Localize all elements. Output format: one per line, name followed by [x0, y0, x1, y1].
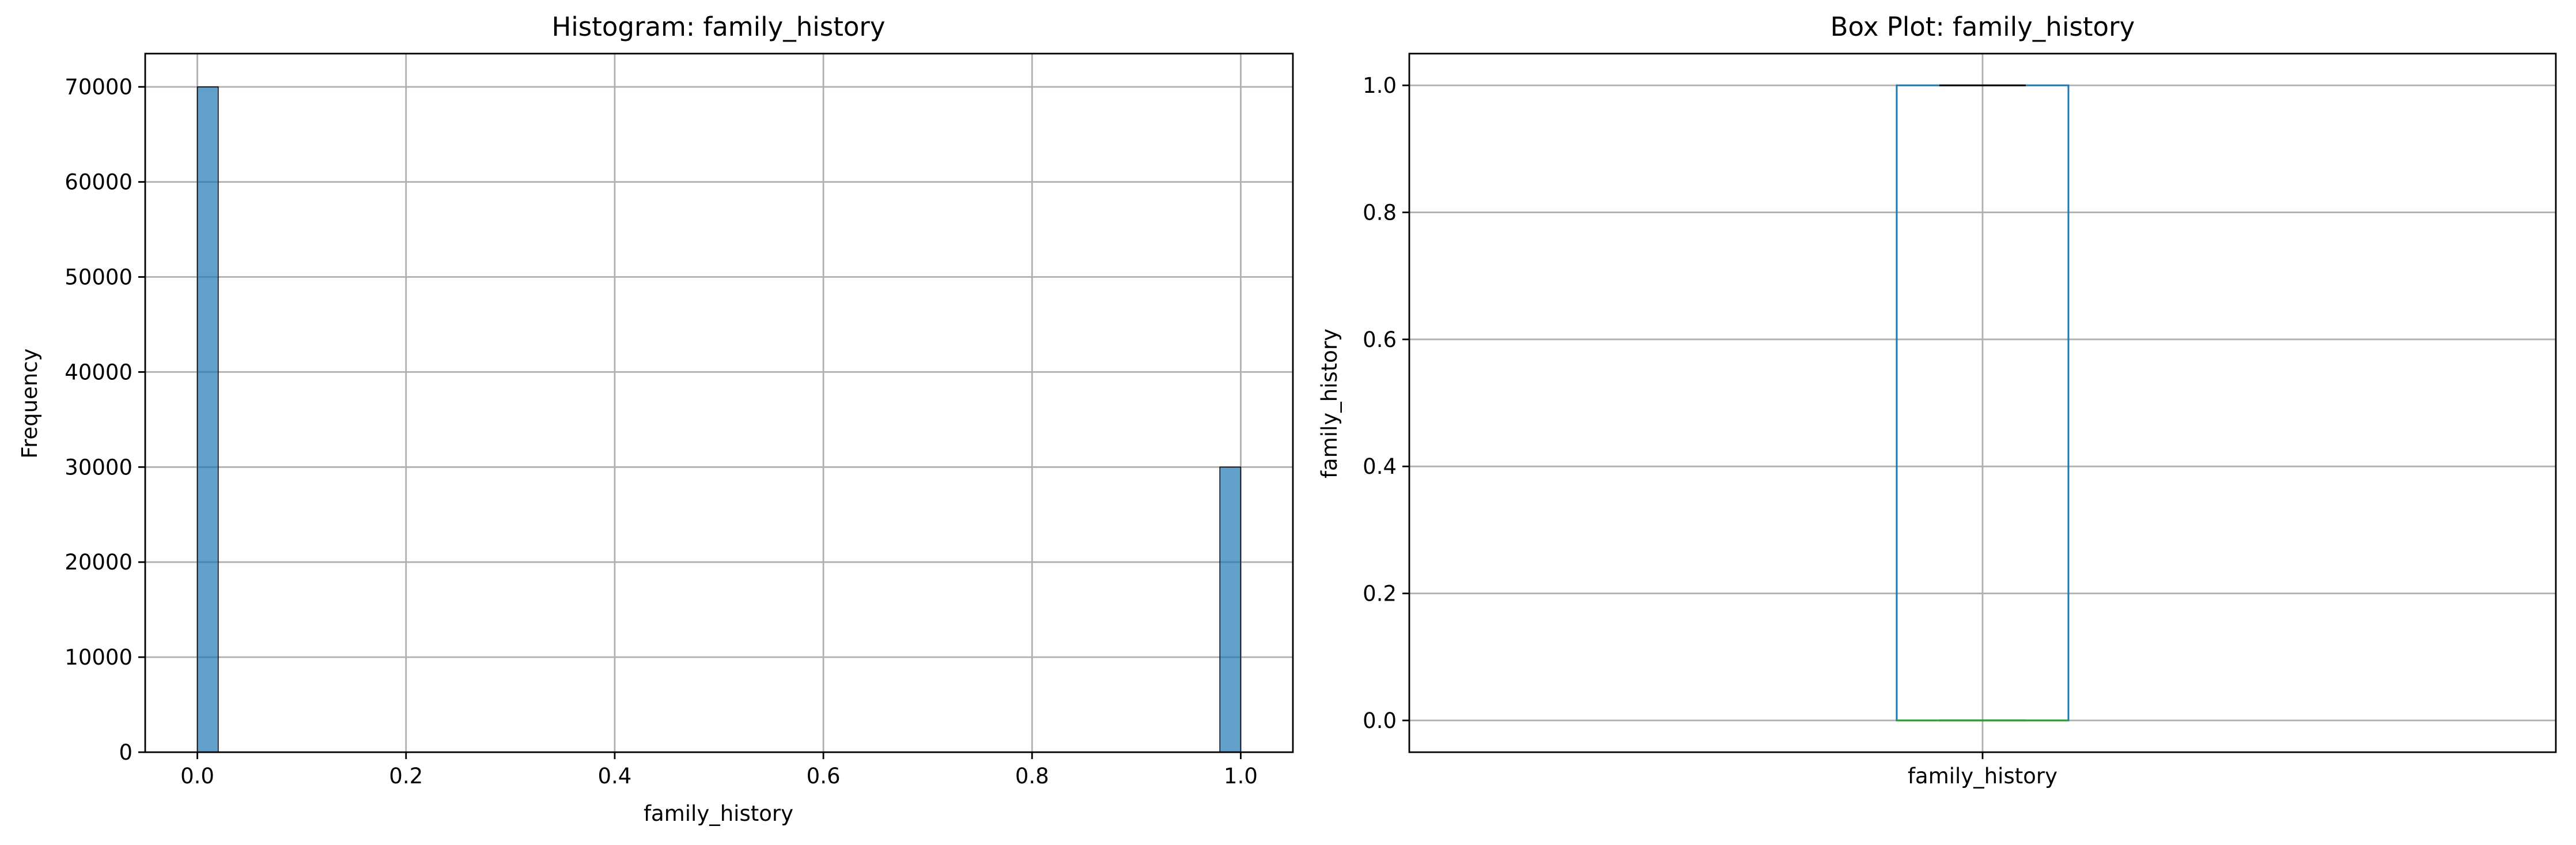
boxplot-y-tick-label: 1.0 — [1363, 73, 1397, 98]
histogram-grid — [145, 54, 1293, 753]
histogram-title: Histogram: family_history — [551, 12, 885, 42]
histogram-x-tick-label: 0.4 — [597, 764, 631, 789]
histogram-y-tick-label: 30000 — [65, 455, 133, 480]
boxplot-chart: Box Plot: family_history family_history … — [1317, 12, 2557, 789]
boxplot-y-tick-label: 0.4 — [1363, 454, 1397, 479]
histogram-y-axis-label: Frequency — [17, 348, 42, 458]
boxplot-y-tick-label: 0.8 — [1363, 200, 1397, 225]
boxplot-y-ticks: 0.0 0.2 0.4 0.6 0.8 1.0 — [1363, 73, 1409, 733]
histogram-bar — [196, 86, 219, 753]
histogram-y-tick-label: 50000 — [65, 265, 133, 290]
histogram-y-tick-label: 0 — [119, 740, 133, 765]
boxplot-y-tick-label: 0.0 — [1363, 708, 1397, 733]
histogram-bars — [196, 86, 1242, 753]
boxplot-x-ticks: family_history — [1908, 752, 2057, 789]
boxplot-y-tick-label: 0.6 — [1363, 327, 1397, 352]
histogram-y-tick-label: 70000 — [65, 75, 133, 100]
histogram-x-tick-label: 0.6 — [807, 764, 841, 789]
boxplot-title: Box Plot: family_history — [1830, 12, 2135, 42]
histogram-chart: Histogram: family_history 0.0 0.2 0.4 0.6 0.… — [17, 12, 1294, 826]
histogram-x-tick-label: 0.2 — [389, 764, 423, 789]
boxplot-x-tick-label: family_history — [1908, 764, 2057, 789]
histogram-frame — [144, 52, 1294, 753]
histogram-y-tick-label: 10000 — [65, 645, 133, 670]
histogram-y-ticks: 0 10000 20000 30000 40000 50000 60000 70000 — [65, 75, 145, 765]
histogram-x-tick-label: 0.0 — [180, 764, 214, 789]
histogram-y-tick-label: 40000 — [65, 360, 133, 384]
histogram-x-ticks: 0.0 0.2 0.4 0.6 0.8 1.0 — [180, 752, 1258, 789]
histogram-x-tick-label: 0.8 — [1015, 764, 1049, 789]
boxplot-body — [1896, 84, 2070, 722]
boxplot-y-tick-label: 0.2 — [1363, 582, 1397, 606]
histogram-y-tick-label: 20000 — [65, 550, 133, 575]
boxplot-y-axis-label: family_history — [1317, 329, 1342, 478]
histogram-x-tick-label: 1.0 — [1224, 764, 1258, 789]
histogram-bar — [1219, 466, 1242, 753]
boxplot-grid — [1409, 54, 2556, 752]
histogram-x-axis-label: family_history — [644, 801, 793, 826]
histogram-y-tick-label: 60000 — [65, 170, 133, 195]
